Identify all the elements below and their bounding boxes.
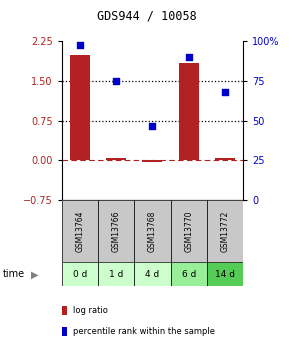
Point	[223, 89, 227, 95]
Bar	[207, 262, 243, 286]
Text: 14 d: 14 d	[215, 270, 235, 279]
Text: ▶: ▶	[31, 269, 39, 279]
Text: time: time	[3, 269, 25, 279]
Bar	[215, 158, 235, 160]
Text: 4 d: 4 d	[145, 270, 159, 279]
Text: 0 d: 0 d	[72, 270, 87, 279]
Point	[77, 42, 82, 47]
Text: GSM13764: GSM13764	[75, 210, 84, 252]
Bar	[62, 200, 98, 262]
Text: GSM13768: GSM13768	[148, 210, 157, 252]
Text: 1 d: 1 d	[109, 270, 123, 279]
Bar	[171, 262, 207, 286]
Text: 6 d: 6 d	[181, 270, 196, 279]
Point	[186, 55, 191, 60]
Text: log ratio: log ratio	[73, 306, 108, 315]
Bar	[134, 200, 171, 262]
Text: percentile rank within the sample: percentile rank within the sample	[73, 327, 215, 336]
Bar	[142, 160, 162, 162]
Bar	[106, 158, 126, 160]
Text: GDS944 / 10058: GDS944 / 10058	[97, 9, 196, 22]
Bar	[98, 262, 134, 286]
Bar	[134, 262, 171, 286]
Bar	[98, 200, 134, 262]
Bar	[179, 62, 199, 160]
Bar	[70, 55, 90, 160]
Bar	[62, 262, 98, 286]
Text: GSM13770: GSM13770	[184, 210, 193, 252]
Text: GSM13766: GSM13766	[112, 210, 120, 252]
Bar	[171, 200, 207, 262]
Point	[114, 78, 118, 84]
Point	[150, 123, 155, 128]
Bar	[207, 200, 243, 262]
Text: GSM13772: GSM13772	[221, 210, 229, 252]
